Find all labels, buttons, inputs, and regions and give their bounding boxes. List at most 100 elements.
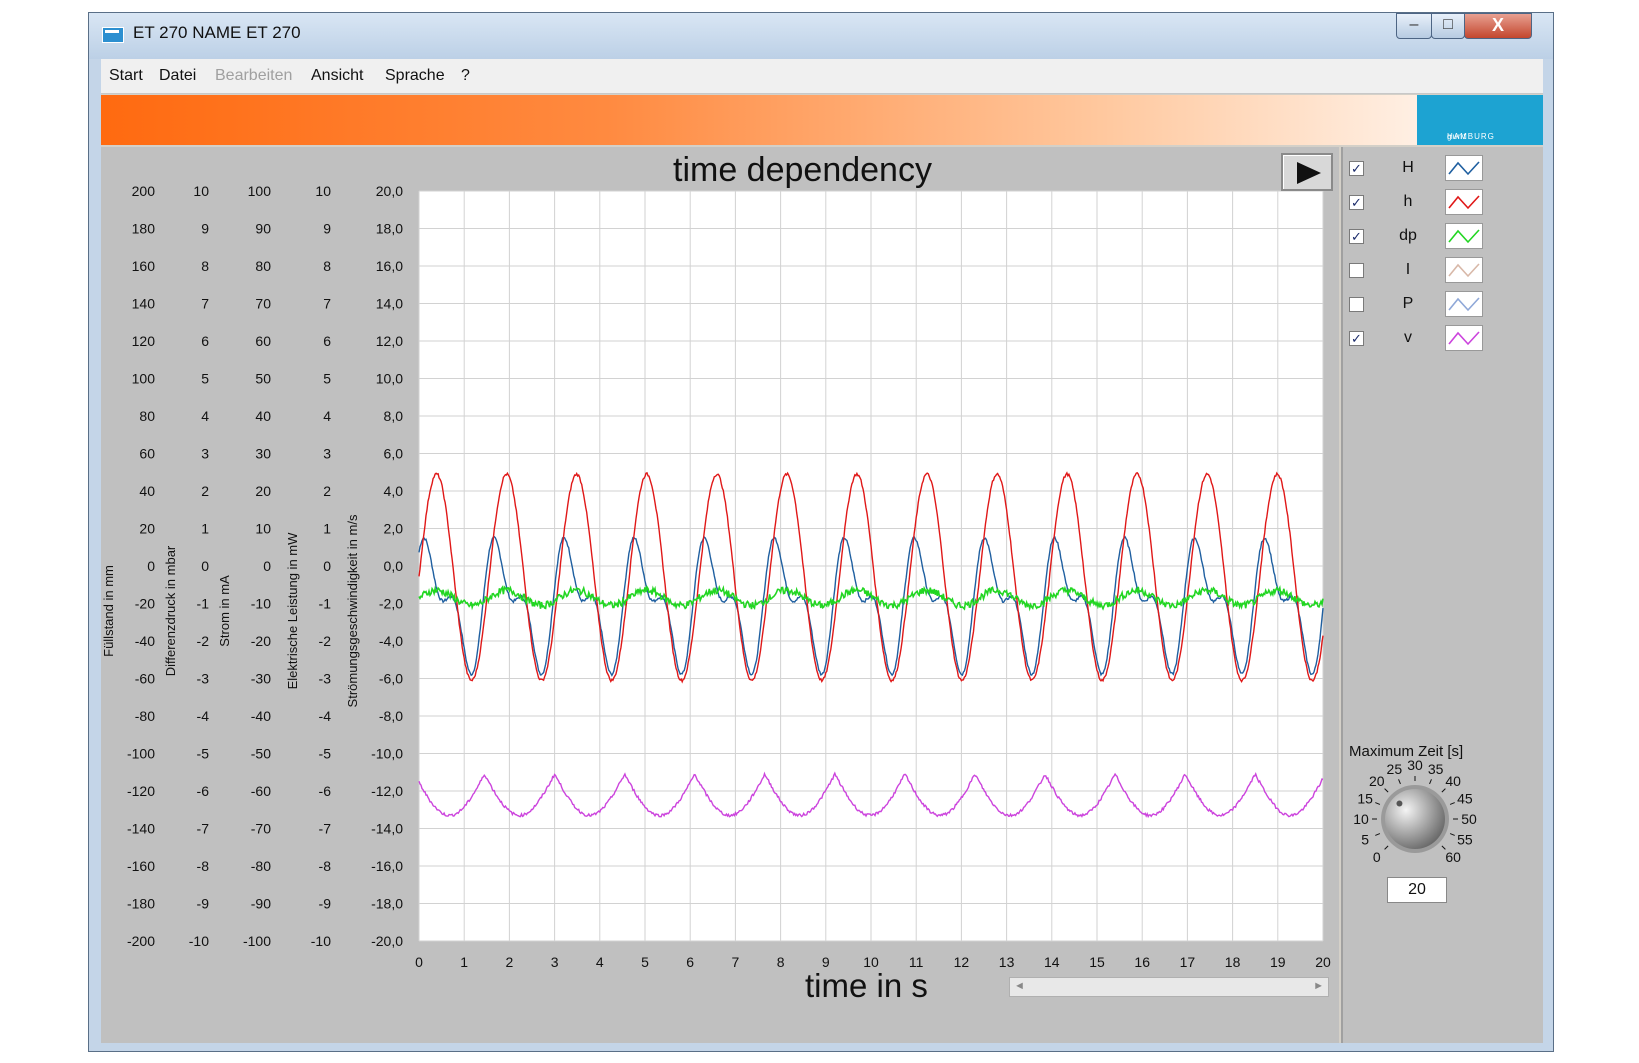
y-tick-label: -4,0 (379, 633, 403, 649)
y-tick-label: 5 (201, 371, 209, 387)
legend-checkbox-I[interactable] (1349, 263, 1364, 278)
series-line-h (418, 471, 1324, 684)
close-button[interactable]: X (1464, 13, 1532, 39)
knob-scale-label: 50 (1461, 811, 1477, 827)
y-tick-label: 0,0 (384, 558, 404, 574)
y-tick-label: 1 (201, 521, 209, 537)
y-tick-label: 6 (323, 333, 331, 349)
run-button[interactable] (1281, 153, 1333, 191)
y-tick-label: 0 (263, 558, 271, 574)
legend-swatch-icon[interactable] (1445, 325, 1483, 351)
menu-sprache[interactable]: Sprache (385, 67, 445, 84)
y-tick-label: 14,0 (376, 296, 403, 312)
knob-scale-label: 60 (1445, 849, 1461, 865)
y-tick-label: -9 (319, 896, 332, 912)
legend-checkbox-dp[interactable]: ✓ (1349, 229, 1364, 244)
legend-checkbox-H[interactable]: ✓ (1349, 161, 1364, 176)
y-tick-label: 8 (201, 258, 209, 274)
legend-checkbox-v[interactable]: ✓ (1349, 331, 1364, 346)
y-tick-label: 3 (323, 446, 331, 462)
menu-bearbeiten: Bearbeiten (215, 67, 293, 84)
legend-swatch-icon[interactable] (1445, 223, 1483, 249)
menu-datei[interactable]: Datei (159, 67, 197, 84)
y-tick-label: 9 (323, 221, 331, 237)
app-window: ET 270 NAME ET 270 ‒ □ X Start Datei Bea… (88, 12, 1554, 1052)
chart-panel: 200 180 160 140 120 100 80 60 40 20 0 -20 -40 -60 -80-… (101, 147, 1339, 1043)
y-tick-label: 20,0 (376, 183, 403, 199)
knob-scale-label: 55 (1457, 832, 1473, 848)
y-tick-label: -2 (197, 633, 210, 649)
x-tick-label: 15 (1089, 954, 1105, 970)
y-tick-label: -160 (127, 858, 155, 874)
knob-tick (1441, 845, 1446, 850)
legend-row-H: ✓ H (1349, 155, 1539, 183)
y-tick-label: 7 (323, 296, 331, 312)
knob-scale-label: 30 (1407, 759, 1423, 773)
legend-panel: ✓ H ✓ h ✓ dp I P ✓ v Maximum Zeit [s] 0 5 10 15 20 25 3… (1341, 147, 1543, 1043)
menu-ansicht[interactable]: Ansicht (311, 67, 364, 84)
y-tick-label: -100 (243, 933, 271, 949)
legend-row-I: I (1349, 257, 1539, 285)
y-tick-label: -6 (319, 783, 332, 799)
knob-scale-label: 5 (1361, 832, 1369, 848)
y-tick-label: -7 (197, 821, 210, 837)
legend-swatch-icon[interactable] (1445, 189, 1483, 215)
x-tick-label: 18 (1225, 954, 1241, 970)
time-scrollbar[interactable]: ◄ ► (1009, 977, 1329, 997)
knob-tick (1449, 802, 1455, 805)
client-area: Start Datei Bearbeiten Ansicht Sprache ?… (101, 59, 1543, 1043)
menu-start[interactable]: Start (109, 67, 143, 84)
knob-tick (1375, 833, 1381, 836)
y-tick-label: -2 (319, 633, 332, 649)
y-tick-label: 100 (248, 183, 272, 199)
x-tick-label: 4 (596, 954, 604, 970)
header-banner: gunt HAMBURG (101, 95, 1543, 145)
y-tick-label: 90 (255, 221, 271, 237)
title-bar[interactable]: ET 270 NAME ET 270 ‒ □ X (89, 13, 1553, 59)
x-tick-label: 11 (909, 954, 924, 970)
x-tick-label: 17 (1180, 954, 1196, 970)
knob-tick (1375, 802, 1381, 805)
y-tick-label: -50 (251, 746, 271, 762)
y-tick-label: -9 (197, 896, 210, 912)
x-tick-label: 7 (732, 954, 740, 970)
maximize-button[interactable]: □ (1431, 13, 1465, 39)
knob-tick (1441, 788, 1446, 793)
knob-value-field[interactable]: 20 (1387, 877, 1447, 903)
y-tick-label: -1 (319, 596, 332, 612)
menu-help[interactable]: ? (461, 67, 470, 84)
scroll-right-arrow-icon[interactable]: ► (1313, 980, 1324, 992)
y-tick-label: 40 (255, 408, 271, 424)
y-tick-label: 0 (147, 558, 155, 574)
y-tick-label: -18,0 (371, 896, 403, 912)
x-axis-label: time in s (805, 967, 928, 1004)
y-axis-label: Füllstand in mm (101, 565, 116, 657)
y-tick-label: -6 (197, 783, 210, 799)
y-tick-label: -70 (251, 821, 271, 837)
legend-swatch-icon[interactable] (1445, 257, 1483, 283)
y-tick-label: -8 (197, 858, 210, 874)
y-tick-label: -10 (311, 933, 331, 949)
y-tick-label: 6 (201, 333, 209, 349)
legend-checkbox-h[interactable]: ✓ (1349, 195, 1364, 210)
knob-scale-label: 45 (1457, 790, 1473, 806)
y-tick-label: -40 (251, 708, 271, 724)
legend-row-P: P (1349, 291, 1539, 319)
legend-checkbox-P[interactable] (1349, 297, 1364, 312)
minimize-button[interactable]: ‒ (1396, 13, 1432, 39)
legend-swatch-icon[interactable] (1445, 291, 1483, 317)
y-tick-label: 30 (255, 446, 271, 462)
knob-scale-label: 20 (1369, 773, 1385, 789)
y-tick-label: -5 (197, 746, 210, 762)
y-tick-label: -10,0 (371, 746, 403, 762)
scroll-left-arrow-icon[interactable]: ◄ (1014, 980, 1025, 992)
legend-swatch-icon[interactable] (1445, 155, 1483, 181)
y-tick-label: 20 (139, 521, 155, 537)
x-tick-label: 1 (460, 954, 468, 970)
y-axis-label: Strömungsgeschwindigkeit in m/s (345, 514, 360, 707)
y-tick-label: -12,0 (371, 783, 403, 799)
y-tick-label: 12,0 (376, 333, 403, 349)
y-tick-label: 0 (201, 558, 209, 574)
knob-scale-label: 15 (1357, 790, 1373, 806)
